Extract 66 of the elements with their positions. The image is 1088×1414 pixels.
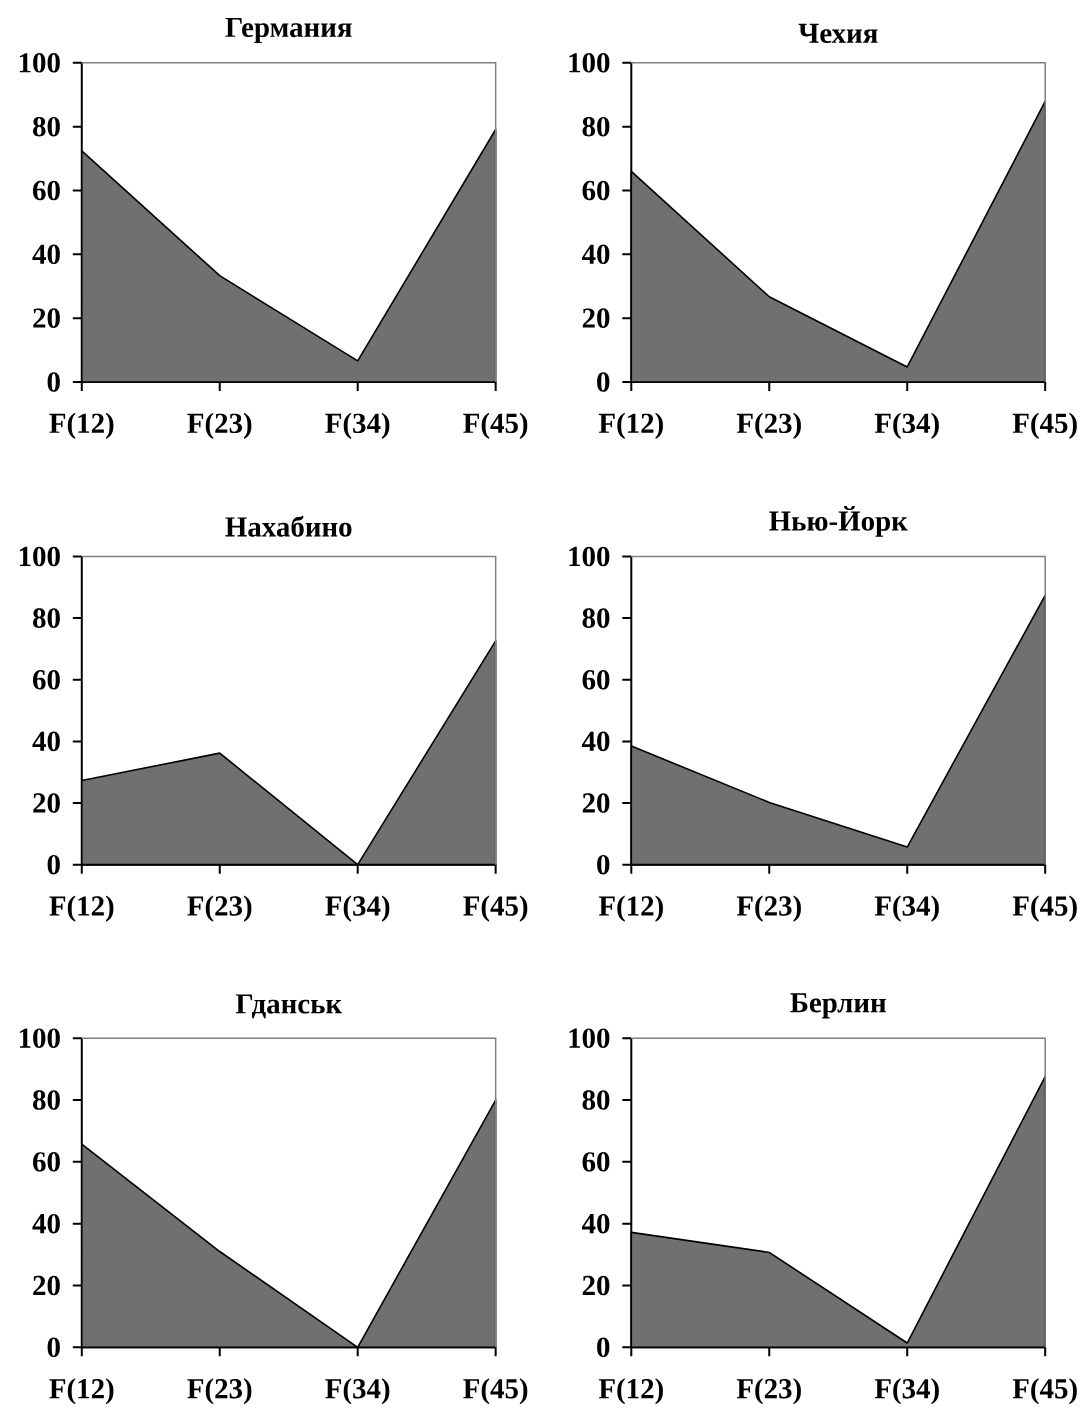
x-tick-label: F(45) (1012, 1378, 1077, 1405)
y-tick-label: 20 (582, 308, 610, 328)
y-tick-label: 100 (569, 546, 610, 567)
x-tick-label: F(45) (1012, 412, 1077, 439)
y-tick-label: 60 (582, 669, 610, 690)
y-tick-label: 80 (582, 116, 610, 137)
y-tick-label: 20 (582, 1275, 610, 1296)
x-tick-label: F(12) (599, 1378, 664, 1405)
y-tick-label: 60 (33, 180, 60, 201)
y-tick-label: 20 (33, 1275, 60, 1296)
x-tick-label: F(34) (325, 895, 390, 922)
y-tick-label: 0 (47, 372, 60, 392)
y-tick-label: 40 (582, 244, 610, 265)
x-tick-label: F(23) (187, 412, 252, 439)
y-tick-label: 80 (33, 116, 60, 137)
y-tick-label: 80 (582, 1090, 610, 1110)
x-tick-label: F(23) (187, 895, 252, 922)
chart-title: Гданськ (235, 994, 343, 1019)
y-tick-label: 20 (33, 793, 60, 813)
chart-title: Нью-Йорк (769, 505, 908, 537)
y-tick-label: 100 (20, 1028, 60, 1048)
x-tick-label: F(34) (874, 412, 939, 439)
y-tick-label: 60 (582, 1152, 610, 1172)
x-tick-label: F(12) (599, 412, 664, 439)
chart-title: Германия (225, 17, 352, 44)
x-tick-label: F(12) (599, 895, 664, 922)
y-tick-label: 20 (33, 308, 60, 328)
y-tick-label: 40 (32, 1213, 60, 1234)
y-tick-label: 20 (582, 793, 610, 813)
y-tick-label: 60 (33, 669, 60, 690)
x-tick-label: F(45) (463, 412, 528, 439)
x-tick-label: F(45) (1012, 895, 1077, 922)
y-tick-label: 80 (582, 608, 610, 628)
y-tick-label: 0 (47, 1337, 60, 1358)
y-tick-label: 0 (597, 372, 610, 392)
x-tick-label: F(23) (187, 1378, 252, 1405)
y-tick-label: 40 (582, 1213, 610, 1234)
x-tick-label: F(45) (463, 895, 528, 922)
x-tick-label: F(23) (736, 895, 802, 922)
chart-title: Берлин (790, 993, 887, 1019)
y-tick-label: 100 (569, 1028, 610, 1048)
y-tick-label: 80 (33, 608, 60, 628)
y-tick-label: 0 (47, 854, 60, 875)
x-tick-label: F(34) (325, 412, 390, 439)
y-tick-label: 100 (20, 53, 60, 73)
x-tick-label: F(34) (874, 1378, 939, 1405)
chart-title: Чехия (798, 23, 878, 44)
y-tick-label: 0 (597, 854, 610, 875)
y-tick-label: 40 (32, 731, 60, 752)
x-tick-label: F(23) (736, 412, 802, 439)
y-tick-label: 40 (32, 244, 60, 265)
chart-title: Нахабино (225, 515, 352, 537)
y-tick-label: 100 (20, 546, 60, 567)
y-tick-label: 40 (582, 731, 610, 752)
y-tick-label: 60 (582, 180, 610, 201)
x-tick-label: F(12) (49, 1378, 114, 1405)
x-tick-label: F(45) (463, 1378, 528, 1405)
y-tick-label: 60 (33, 1152, 60, 1172)
y-tick-label: 80 (33, 1090, 60, 1110)
x-tick-label: F(12) (49, 412, 114, 439)
x-tick-label: F(34) (325, 1378, 390, 1405)
y-tick-label: 0 (597, 1337, 610, 1358)
y-tick-label: 100 (569, 53, 610, 73)
x-tick-label: F(12) (49, 895, 114, 922)
x-tick-label: F(23) (736, 1378, 802, 1405)
x-tick-label: F(34) (874, 895, 939, 922)
